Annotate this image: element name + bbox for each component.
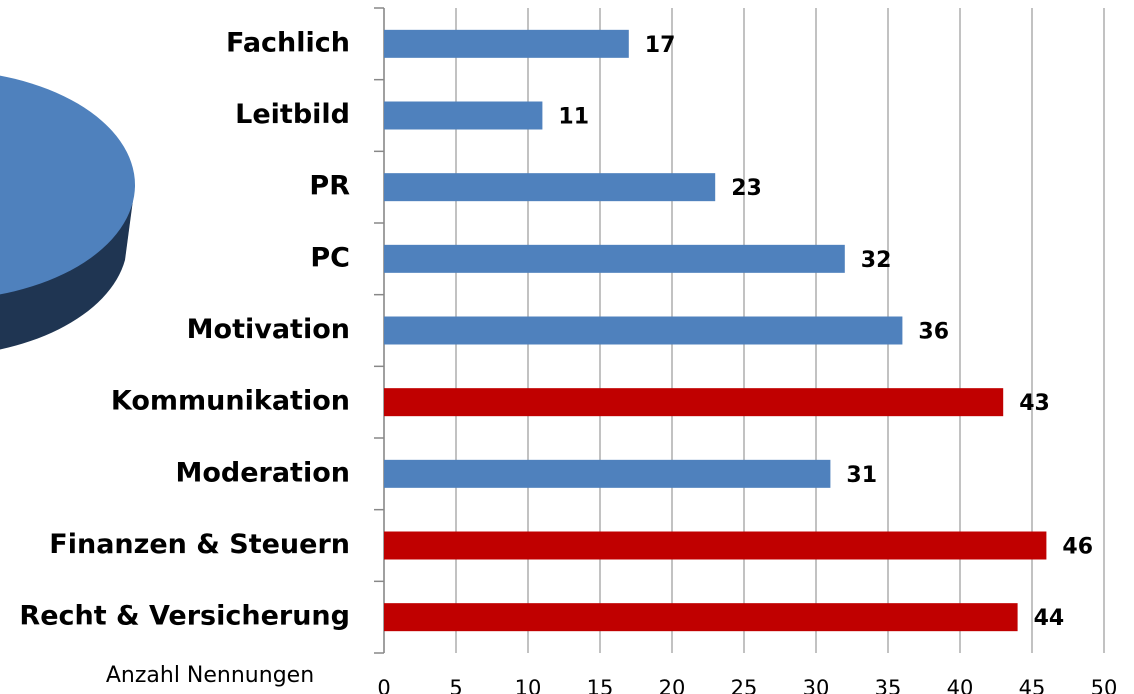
bar bbox=[384, 459, 831, 488]
bar bbox=[384, 388, 1004, 417]
bar bbox=[384, 244, 845, 273]
y-tick-label: Recht & Versicherung bbox=[19, 601, 350, 632]
value-label: 44 bbox=[1034, 606, 1065, 631]
value-label: 43 bbox=[1019, 391, 1050, 416]
x-tick-label: 0 bbox=[377, 676, 390, 694]
x-tick-label: 30 bbox=[803, 676, 830, 694]
value-label: 31 bbox=[846, 463, 877, 488]
value-label: 32 bbox=[861, 248, 892, 273]
bar bbox=[384, 29, 629, 58]
x-tick-label: 10 bbox=[515, 676, 542, 694]
value-label: 17 bbox=[645, 33, 676, 58]
bar bbox=[384, 531, 1047, 560]
x-tick-label: 20 bbox=[659, 676, 686, 694]
y-tick-label: Fachlich bbox=[226, 27, 350, 58]
y-tick-label: Moderation bbox=[175, 457, 350, 488]
x-tick-label: 50 bbox=[1091, 676, 1118, 694]
value-label: 46 bbox=[1062, 535, 1093, 560]
x-axis-label: Anzahl Nennungen bbox=[106, 663, 314, 688]
bar bbox=[384, 603, 1018, 632]
x-tick-label: 35 bbox=[875, 676, 902, 694]
y-tick-label: Leitbild bbox=[235, 99, 350, 130]
y-tick-label: Finanzen & Steuern bbox=[49, 529, 350, 560]
value-label: 23 bbox=[731, 176, 762, 201]
x-tick-label: 5 bbox=[449, 676, 462, 694]
bar bbox=[384, 316, 903, 345]
x-tick-label: 25 bbox=[731, 676, 758, 694]
value-label: 11 bbox=[558, 105, 589, 130]
x-tick-label: 40 bbox=[947, 676, 974, 694]
x-tick-label: 15 bbox=[587, 676, 614, 694]
y-tick-label: PR bbox=[309, 171, 350, 202]
y-tick-label: PC bbox=[310, 242, 350, 273]
bar bbox=[384, 101, 543, 130]
pie-fragment bbox=[0, 75, 135, 350]
value-label: 36 bbox=[918, 320, 949, 345]
bar bbox=[384, 173, 716, 202]
y-tick-label: Kommunikation bbox=[111, 386, 350, 417]
y-tick-label: Motivation bbox=[187, 314, 350, 345]
x-tick-label: 45 bbox=[1019, 676, 1046, 694]
